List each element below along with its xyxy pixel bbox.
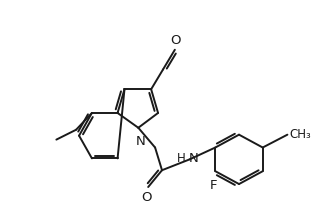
Text: F: F [210,179,217,192]
Text: CH₃: CH₃ [289,128,311,141]
Text: H: H [177,152,186,165]
Text: O: O [141,191,151,204]
Text: N: N [189,152,199,165]
Text: N: N [136,135,145,148]
Text: O: O [171,34,181,47]
